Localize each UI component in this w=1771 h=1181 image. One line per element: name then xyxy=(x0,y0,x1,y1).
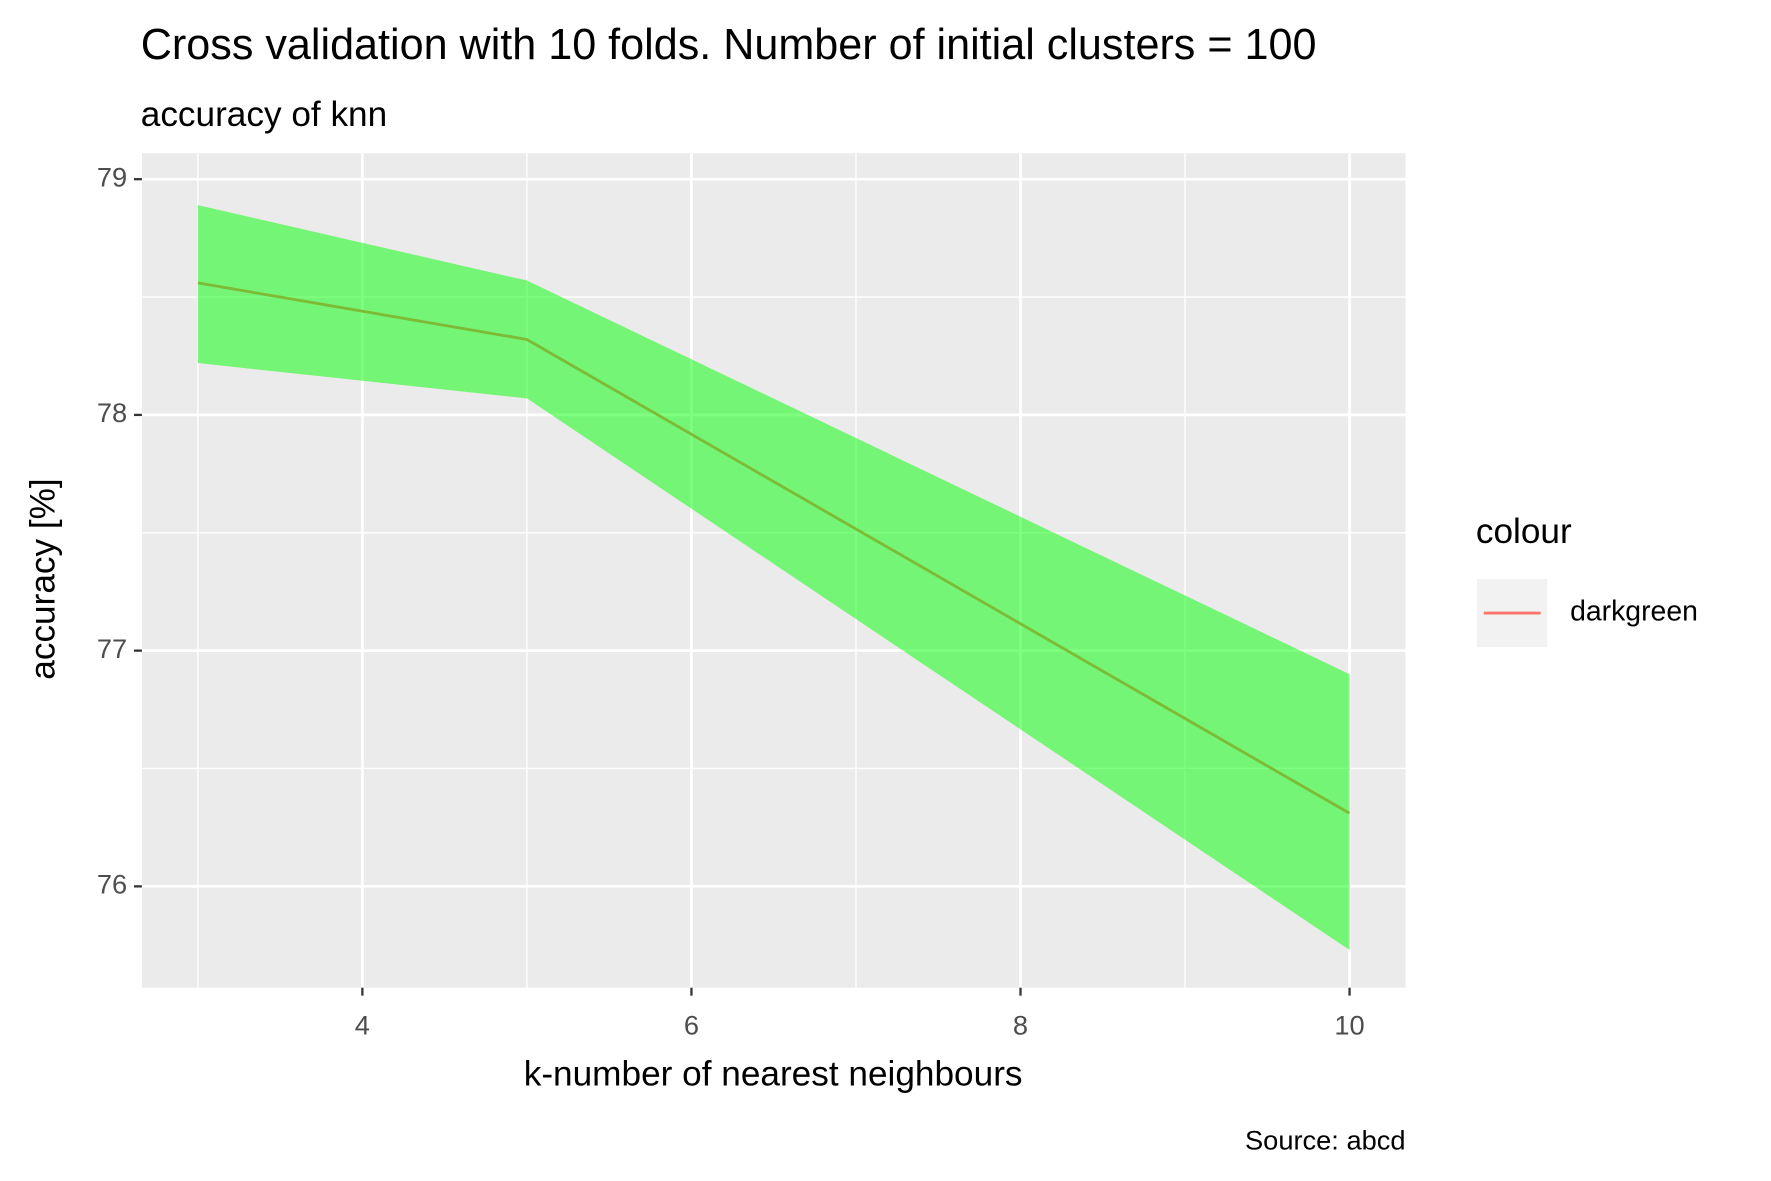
x-tick-label: 8 xyxy=(1013,1010,1028,1041)
y-tick-label: 76 xyxy=(97,869,127,900)
legend-title: colour xyxy=(1476,512,1572,551)
legend-label: darkgreen xyxy=(1570,596,1698,628)
y-tick-label: 77 xyxy=(97,633,127,664)
x-tick-label: 4 xyxy=(355,1010,370,1041)
x-axis-title: k-number of nearest neighbours xyxy=(524,1055,1023,1094)
y-tick-label: 78 xyxy=(97,397,127,428)
caption: Source: abcd xyxy=(1245,1124,1405,1155)
chart-body: Cross validation with 10 folds. Number o… xyxy=(24,21,1698,1155)
x-tick-label: 10 xyxy=(1334,1010,1364,1041)
chart-subtitle: accuracy of knn xyxy=(141,95,387,134)
x-tick-label: 6 xyxy=(684,1010,699,1041)
chart-title: Cross validation with 10 folds. Number o… xyxy=(141,21,1317,69)
ribbon xyxy=(197,205,1350,950)
y-axis-title: accuracy [%] xyxy=(24,478,63,679)
y-tick-label: 79 xyxy=(97,161,127,192)
